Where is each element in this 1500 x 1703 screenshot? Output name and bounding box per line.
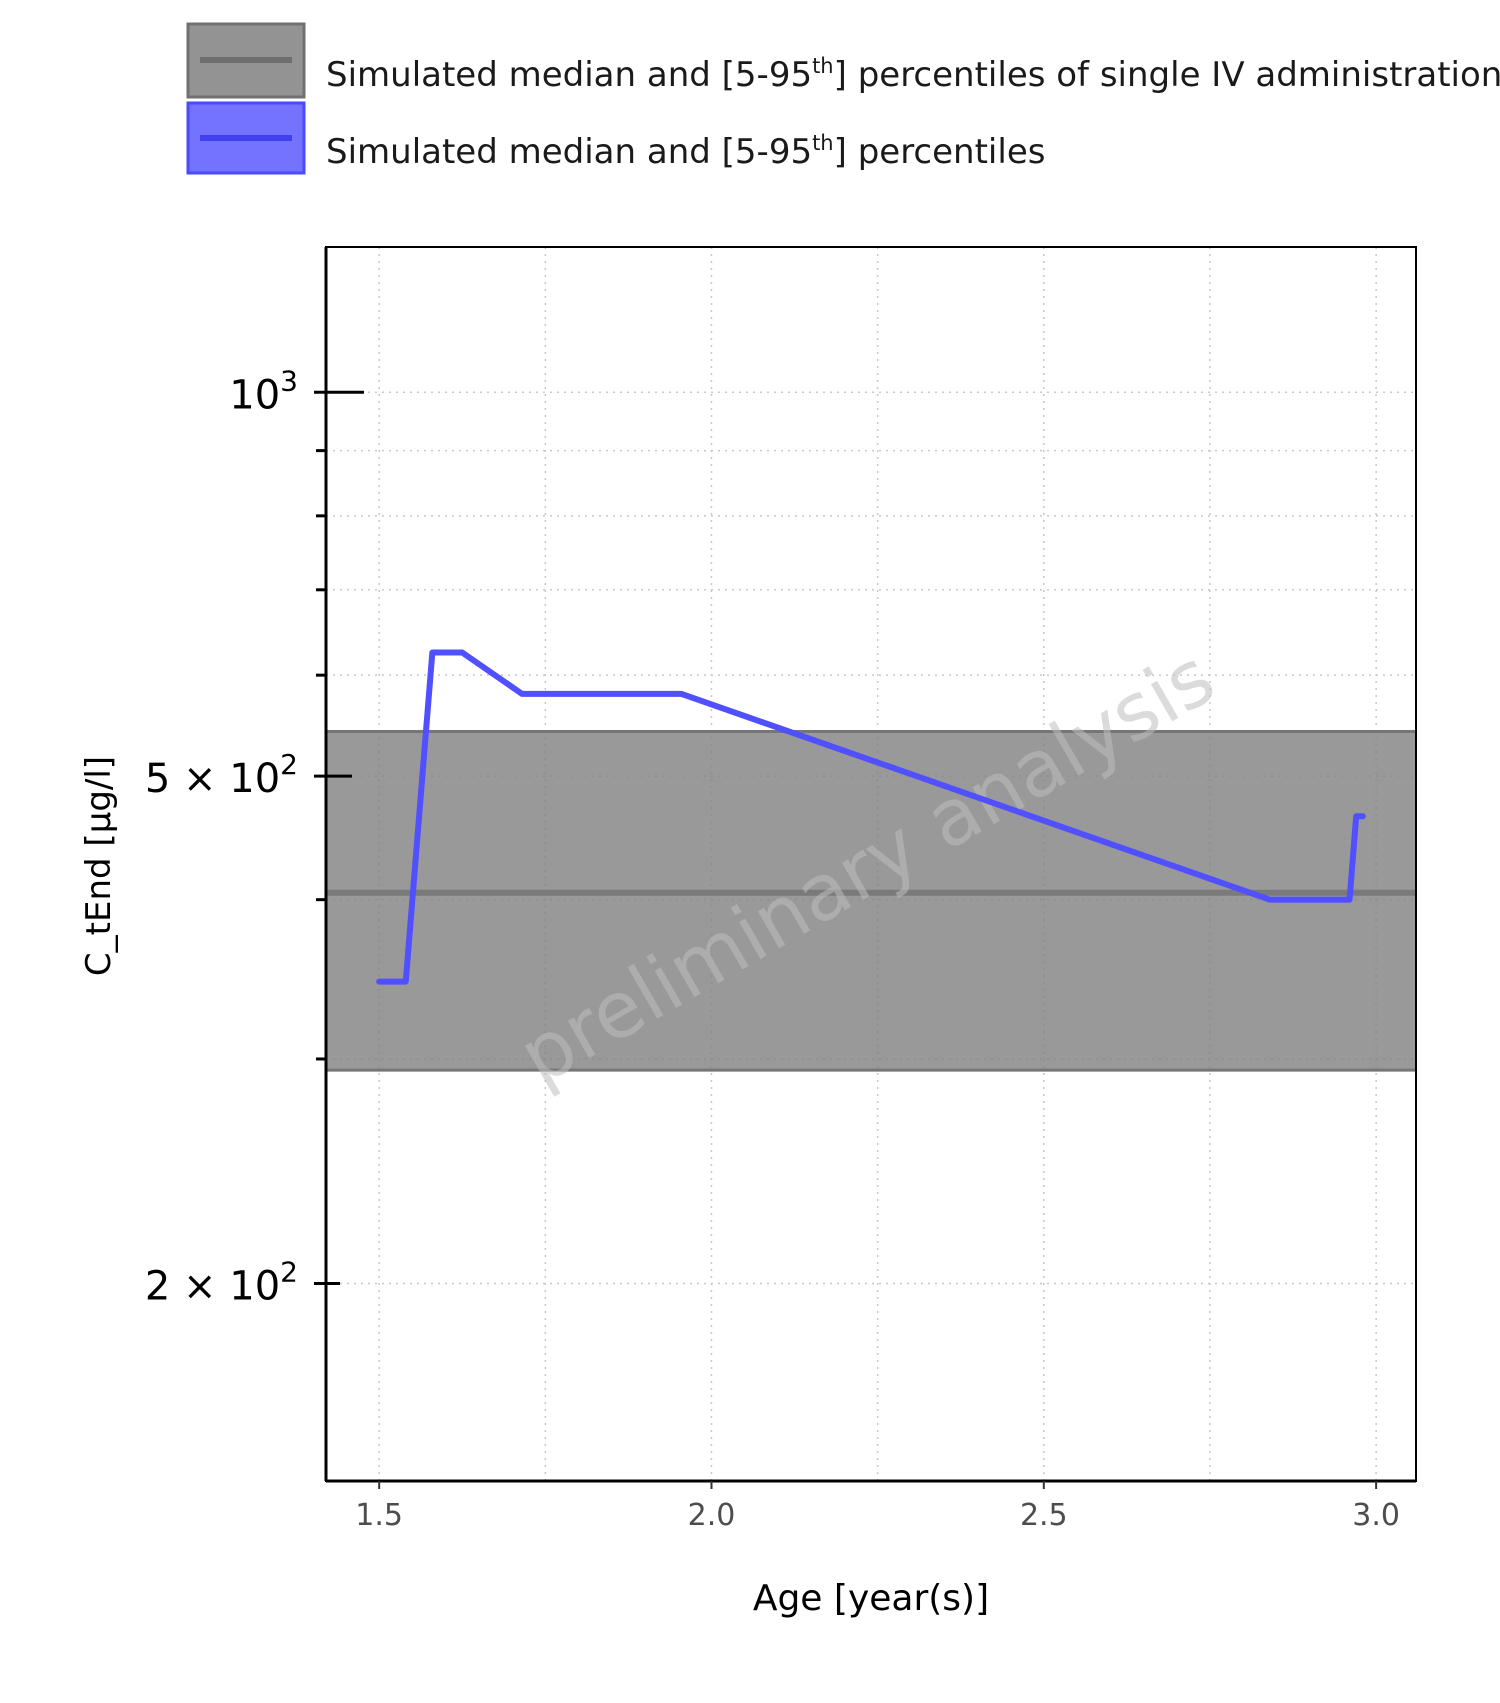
x-tick-label: 2.0 xyxy=(688,1498,736,1533)
legend-label-simulated-suffix: ] percentiles xyxy=(834,132,1046,172)
legend-label-iv-reference: Simulated median and [5-95th] percentile… xyxy=(326,54,1500,95)
y-tick-label: 5 × 102 xyxy=(145,748,298,802)
legend-label-simulated: Simulated median and [5-95th] percentile… xyxy=(326,131,1045,172)
legend: Simulated median and [5-95th] percentile… xyxy=(186,22,1500,175)
y-tick-label-base: 5 × 10 xyxy=(145,756,280,802)
y-tick-label: 2 × 102 xyxy=(145,1255,298,1309)
legend-label-iv-reference-suffix: ] percentiles of single IV administratio… xyxy=(834,55,1500,95)
legend-label-iv-reference-prefix: Simulated median and [5-95 xyxy=(326,55,812,95)
reference-band xyxy=(326,731,1416,1071)
x-tick-label: 3.0 xyxy=(1352,1498,1400,1533)
legend-label-simulated-sup: th xyxy=(812,131,834,155)
y-tick-label-exponent: 3 xyxy=(280,364,298,397)
plot-area: preliminary analysis xyxy=(325,246,1417,1482)
x-tick-label: 2.5 xyxy=(1020,1498,1068,1533)
x-axis: 1.5 2.0 2.5 3.0 xyxy=(326,1479,1416,1533)
legend-label-iv-reference-sup: th xyxy=(812,54,834,78)
simulated-median-line xyxy=(376,649,1366,985)
y-tick-label-base: 2 × 10 xyxy=(145,1263,280,1309)
y-tick-label-base: 10 xyxy=(229,372,280,418)
x-axis-label: Age [year(s)] xyxy=(753,1578,989,1619)
y-tick-label-exponent: 2 xyxy=(280,748,298,781)
reference-band-layer xyxy=(326,729,1416,1072)
y-axis-label: C_tEnd [µg/l] xyxy=(79,756,119,976)
y-tick-label: 103 xyxy=(229,364,298,418)
legend-label-simulated-prefix: Simulated median and [5-95 xyxy=(326,132,812,172)
legend-item-simulated: Simulated median and [5-95th] percentile… xyxy=(186,101,1045,175)
series-line-layer xyxy=(376,649,1366,985)
y-tick-label-exponent: 2 xyxy=(280,1255,298,1288)
legend-item-iv-reference: Simulated median and [5-95th] percentile… xyxy=(186,22,1500,99)
x-tick-label: 1.5 xyxy=(355,1498,403,1533)
